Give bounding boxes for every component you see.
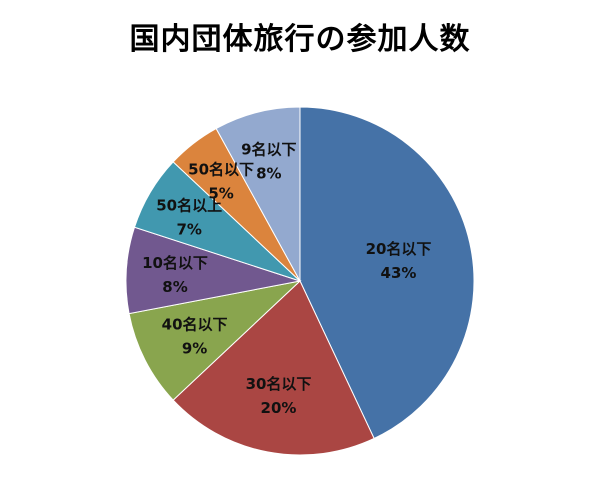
pie-slice-7 xyxy=(215,106,301,282)
slice-value-label: 8% xyxy=(256,165,281,183)
slice-category-label: 9名以下 xyxy=(241,141,296,159)
pie-slice-1 xyxy=(299,106,475,440)
slice-value-label: 43% xyxy=(381,264,417,282)
slice-value-label: 5% xyxy=(208,184,233,202)
slice-category-label: 40名以下 xyxy=(162,316,228,334)
slice-category-label: 20名以下 xyxy=(366,240,432,258)
pie-slice-2 xyxy=(172,280,375,456)
chart-title: 国内団体旅行の参加人数 xyxy=(129,22,471,57)
slice-value-label: 9% xyxy=(182,340,207,358)
slice-category-label: 10名以下 xyxy=(142,254,208,272)
slice-category-label: 50名以上 xyxy=(156,197,222,215)
slice-value-label: 20% xyxy=(261,399,297,417)
pie-slice-3 xyxy=(128,280,302,401)
pie-labels: 20名以下 43% 30名以下 20% 40名以下 9% 10名以下 8% 50名以上 7% 50名… xyxy=(142,141,431,417)
slice-category-label: 50名以下 xyxy=(188,160,254,178)
slice-value-label: 8% xyxy=(162,278,187,296)
slice-category-label: 30名以下 xyxy=(246,375,312,393)
slice-value-label: 7% xyxy=(176,221,201,239)
pie-slices xyxy=(125,106,475,456)
